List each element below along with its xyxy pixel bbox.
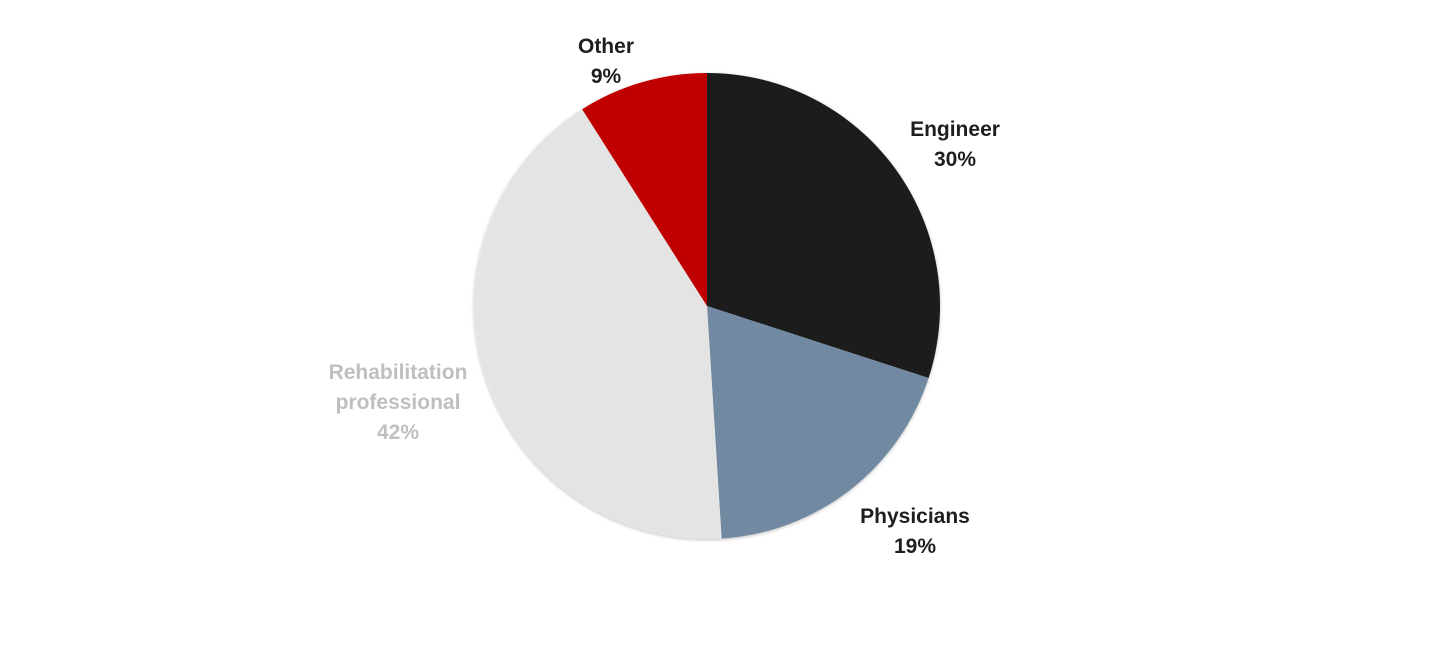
slice-label-physicians: Physicians 19% bbox=[860, 505, 970, 558]
pie-slice-other bbox=[582, 73, 707, 306]
slice-value-label: 42% bbox=[377, 421, 419, 444]
slice-label-other: Other 9% bbox=[578, 35, 634, 88]
pie-slices bbox=[473, 73, 941, 540]
slice-category-label: professional bbox=[336, 391, 461, 414]
slice-category-label: Engineer bbox=[910, 118, 1000, 141]
slice-category-label: Physicians bbox=[860, 505, 970, 528]
pie-labels: Engineer 30% Physicians 19% Rehabilitation pr… bbox=[329, 35, 1000, 558]
pie-slice-physicians bbox=[707, 306, 929, 539]
pie-slice-engineer bbox=[707, 73, 941, 378]
slice-category-label: Rehabilitation bbox=[329, 361, 468, 384]
slice-label-engineer: Engineer 30% bbox=[910, 118, 1000, 171]
slice-value-label: 19% bbox=[894, 535, 936, 558]
slice-label-rehabilitation-professional: Rehabilitation professional 42% bbox=[329, 361, 468, 444]
slice-value-label: 30% bbox=[934, 148, 976, 171]
slice-value-label: 9% bbox=[591, 65, 622, 88]
slice-category-label: Other bbox=[578, 35, 634, 58]
pie-slice-rehabilitation-professional bbox=[473, 109, 722, 540]
